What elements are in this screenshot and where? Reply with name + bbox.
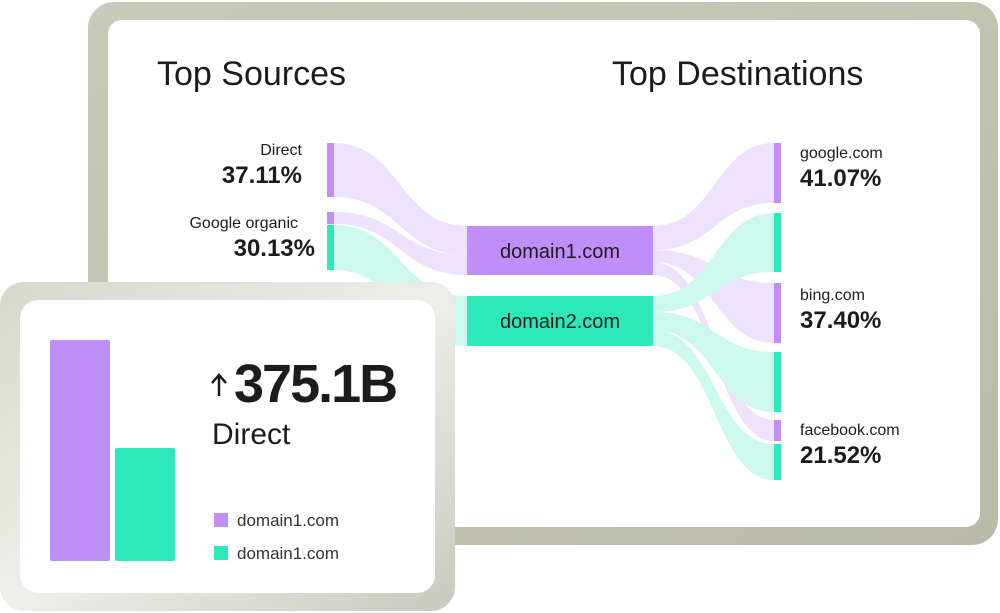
- domain-node: [467, 226, 653, 275]
- legend-swatch: [214, 546, 228, 560]
- stat-value: 375.1B: [234, 354, 396, 414]
- source-bar: [327, 225, 334, 270]
- destination-bar: [774, 420, 781, 441]
- domain-node: [467, 296, 653, 346]
- card-bar: [50, 340, 110, 561]
- destination-bar: [774, 283, 781, 343]
- source-bar: [327, 212, 334, 224]
- source-label: Google organic: [189, 215, 298, 232]
- source-label: Direct: [260, 142, 302, 159]
- stat-label: Direct: [212, 418, 291, 451]
- destination-bar: [774, 143, 781, 203]
- up-arrow-icon: [211, 373, 227, 396]
- destination-bar: [774, 213, 781, 272]
- source-value: 30.13%: [234, 235, 315, 262]
- destination-value: 21.52%: [800, 442, 881, 469]
- destination-bar: [774, 352, 781, 412]
- source-bar: [327, 143, 334, 197]
- destination-bar: [774, 444, 781, 480]
- legend-swatch: [214, 513, 228, 527]
- title-sources: Top Sources: [157, 55, 346, 93]
- destination-value: 41.07%: [800, 165, 881, 192]
- card-bar: [115, 448, 175, 561]
- destination-label: google.com: [800, 145, 883, 162]
- legend-label: domain1.com: [237, 544, 339, 563]
- destination-value: 37.40%: [800, 307, 881, 334]
- domain-label: domain2.com: [500, 311, 620, 333]
- destination-label: bing.com: [800, 287, 865, 304]
- source-value: 37.11%: [222, 162, 302, 189]
- domain-label: domain1.com: [500, 241, 620, 263]
- legend-label: domain1.com: [237, 511, 339, 530]
- destination-label: facebook.com: [800, 422, 900, 439]
- title-destinations: Top Destinations: [612, 55, 863, 93]
